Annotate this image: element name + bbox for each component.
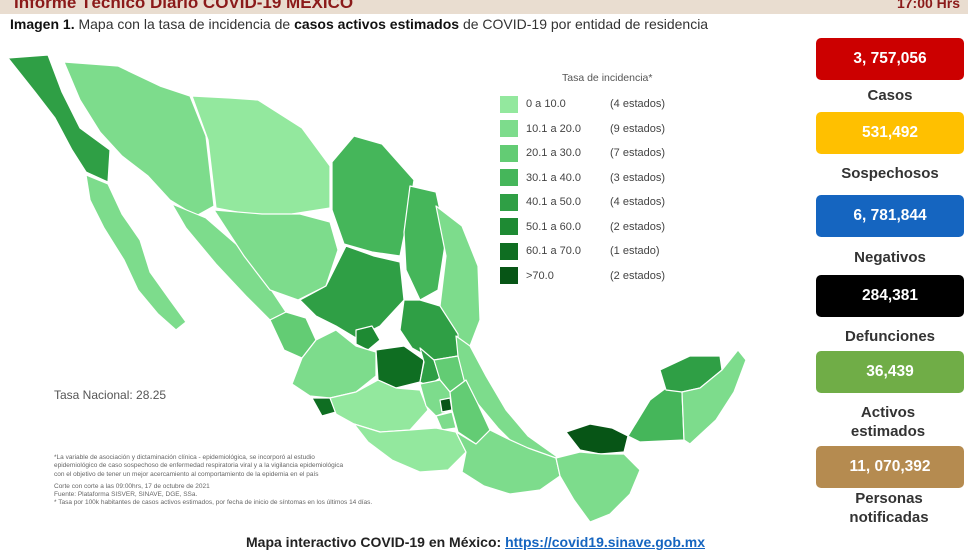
stat-personas-value: 11, 070,392 (816, 446, 964, 488)
report-time: 17:00 Hrs (896, 0, 960, 11)
stat-defunciones-label: Defunciones (844, 328, 935, 345)
legend-count: (2 estados) (610, 220, 666, 233)
caption-part1: Mapa con la tasa de incidencia de (74, 16, 295, 32)
legend-swatch (500, 267, 518, 285)
state-campeche (627, 387, 685, 443)
legend-item: 50.1 a 60.0 (2 estados) (500, 215, 720, 240)
state-jalisco (291, 329, 377, 399)
legend-swatch (500, 218, 518, 236)
legend-swatch (500, 169, 518, 187)
stat-activos-value: 36,439 (816, 351, 964, 393)
legend-range: 50.1 a 60.0 (526, 220, 582, 233)
state-chihuahua (191, 95, 331, 217)
state-quintana-roo (681, 349, 747, 445)
legend-range: 0 a 10.0 (526, 98, 566, 111)
legend-range: 40.1 a 50.0 (526, 196, 582, 209)
state-cdmx (439, 397, 453, 413)
legend-count: (4 estados) (610, 98, 666, 111)
stat-defunciones-value: 284,381 (816, 275, 964, 317)
legend-range: 10.1 a 20.0 (526, 122, 582, 135)
legend-range: 30.1 a 40.0 (526, 171, 582, 184)
legend-swatch (500, 242, 518, 260)
stat-casos-value: 3, 757,056 (816, 38, 964, 80)
stat-casos-label: Casos (867, 87, 913, 104)
state-aguascalientes (355, 325, 381, 351)
report-title: Informe Técnico Diario COVID-19 MÉXICO (14, 0, 354, 12)
state-baja-california-sur (85, 174, 187, 331)
state-morelos (435, 411, 457, 431)
state-baja-california (7, 54, 111, 183)
legend-count: (3 estados) (610, 171, 666, 184)
caption-prefix: Imagen 1. (10, 16, 75, 32)
map-caption: Imagen 1. Mapa con la tasa de incidencia… (10, 16, 708, 32)
map-legend: Tasa de incidencia* 0 a 10.0 (4 estados) … (500, 72, 720, 288)
legend-title: Tasa de incidencia* (562, 72, 653, 84)
interactive-map-note: Mapa interactivo COVID-19 en México: htt… (246, 534, 705, 550)
legend-item: 10.1 a 20.0 (9 estados) (500, 117, 720, 142)
legend-count: (2 estados) (610, 269, 666, 282)
footnote-line: *La variable de asociación y dictaminaci… (54, 454, 315, 461)
state-durango (213, 209, 339, 301)
legend-item: 30.1 a 40.0 (3 estados) (500, 166, 720, 191)
stat-activos-label: Activos estimados (850, 404, 926, 440)
interactive-map-label: Mapa interactivo COVID-19 en México: (246, 534, 506, 550)
stat-sospechosos-label: Sospechosos (841, 165, 939, 182)
legend-count: (9 estados) (610, 122, 666, 135)
state-michoacan (329, 379, 429, 433)
legend-count: (7 estados) (610, 147, 666, 160)
footnote-line: Fuente: Plataforma SISVER, SINAVE, DGE, … (54, 491, 198, 499)
stat-negativos-value: 6, 781,844 (816, 195, 964, 237)
legend-range: 60.1 a 70.0 (526, 245, 582, 258)
state-tabasco (565, 423, 629, 455)
stat-negativos-label: Negativos (854, 249, 926, 266)
stat-sospechosos-value: 531,492 (816, 112, 964, 154)
state-coahuila (331, 135, 415, 257)
legend-range: >70.0 (526, 269, 554, 282)
legend-swatch (500, 120, 518, 138)
legend-range: 20.1 a 30.0 (526, 147, 582, 160)
caption-part2: de COVID-19 por entidad de residencia (459, 16, 709, 32)
national-rate: Tasa Nacional: 28.25 (54, 388, 167, 402)
mexico-incidence-map (7, 54, 747, 523)
legend-swatch (500, 95, 518, 113)
state-nuevo-leon (403, 185, 447, 301)
state-chiapas (555, 451, 641, 523)
legend-item: 20.1 a 30.0 (7 estados) (500, 141, 720, 166)
legend-item: 40.1 a 50.0 (4 estados) (500, 190, 720, 215)
footnotes: *La variable de asociación y dictaminaci… (54, 454, 484, 508)
legend-count: (4 estados) (610, 196, 666, 209)
stat-personas-label: Personas notificadas (849, 490, 929, 526)
caption-bold: casos activos estimados (294, 16, 460, 32)
footnote-line: con el objetivo de tener un mejor acerca… (54, 470, 319, 478)
legend-item: 0 a 10.0 (4 estados) (500, 92, 720, 117)
legend-count: (1 estado) (610, 245, 660, 258)
footnote-line: * Tasa por 100k habitantes de casos acti… (54, 499, 373, 507)
footnote-line: Corte con corte a las 09:00hrs, 17 de oc… (54, 482, 210, 490)
legend-item: 60.1 a 70.0 (1 estado) (500, 239, 720, 264)
legend-item: >70.0 (2 estados) (500, 264, 720, 289)
footnote-line: epidemiológico de caso sospechoso de enf… (54, 462, 344, 470)
header-bar: Informe Técnico Diario COVID-19 MÉXICO 1… (0, 0, 968, 14)
legend-swatch (500, 193, 518, 211)
legend-swatch (500, 144, 518, 162)
interactive-map-link[interactable]: https://covid19.sinave.gob.mx (505, 534, 706, 550)
